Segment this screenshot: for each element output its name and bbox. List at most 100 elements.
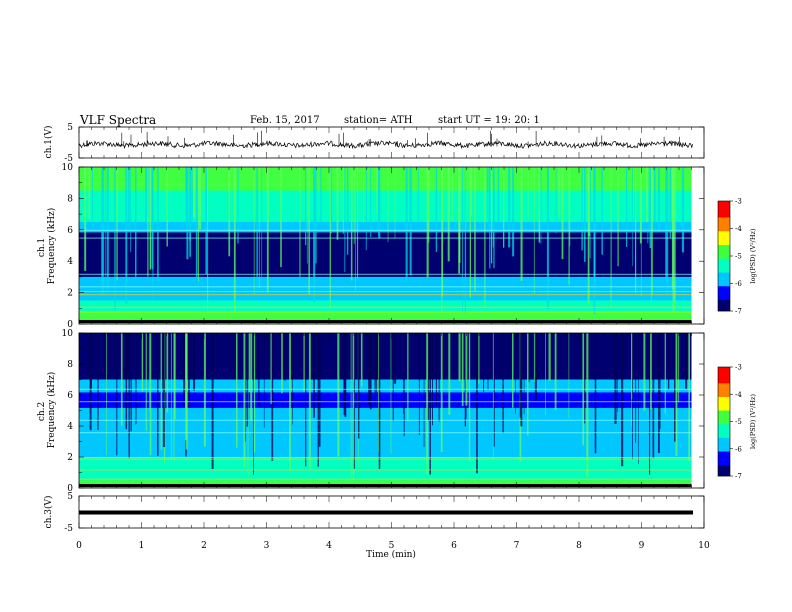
spectral-spike (673, 167, 676, 312)
spectral-spike (441, 167, 443, 313)
spectral-spike (173, 333, 176, 419)
spectral-spike (674, 333, 676, 442)
colorbar-segment (718, 225, 730, 229)
spectral-spike (128, 333, 130, 459)
spectral-spike (130, 333, 132, 432)
spectrogram-row (79, 172, 692, 176)
spectrogram-row (79, 464, 692, 468)
spectrogram-row (79, 353, 692, 357)
spectral-spike (484, 167, 486, 308)
spectrogram-row (79, 376, 692, 380)
y-tick-label: 8 (67, 360, 73, 370)
spectrogram-row (79, 263, 692, 267)
spectral-spike (638, 333, 639, 465)
spectral-spike (646, 167, 649, 223)
spectral-spike (440, 333, 443, 452)
spectral-spike (352, 333, 355, 480)
spectral-spike (193, 333, 196, 391)
spectral-spike (157, 333, 159, 457)
no-data-region (691, 333, 704, 488)
spectrogram-row (79, 211, 692, 215)
spectral-spike (469, 167, 471, 298)
panel-1: 5 -5 (64, 123, 705, 164)
spectral-spike (617, 333, 618, 413)
spectral-spike (198, 167, 199, 282)
colorbar-segment (718, 451, 730, 455)
spectral-spike (350, 167, 353, 281)
colorbar-segment (718, 396, 730, 400)
spectral-spike (162, 333, 165, 447)
colorbar-segment (718, 256, 730, 260)
y-tick-label: 6 (67, 391, 73, 401)
spectral-spike (97, 333, 99, 430)
spectral-spike (166, 333, 169, 413)
spectral-spike (125, 333, 128, 430)
colorbar-segment (718, 261, 730, 265)
spectral-spike (243, 333, 246, 468)
spectral-spike (246, 333, 249, 427)
colorbar-segment (718, 416, 730, 420)
spectral-spike (303, 333, 305, 392)
y-tick-label: 8 (67, 194, 73, 204)
colorbar-segment (718, 399, 730, 403)
spectral-spike (378, 167, 381, 239)
spectrogram-row (79, 469, 692, 473)
y-tick-label: 4 (67, 422, 73, 432)
spectral-spike (666, 167, 669, 295)
spectrogram-row (79, 308, 692, 312)
spectral-spike (330, 167, 332, 234)
spectral-spike (106, 167, 109, 292)
colorbar-segment (718, 245, 730, 249)
spectral-spike (125, 167, 128, 304)
spectral-spike (346, 167, 349, 255)
spectrogram-row (79, 295, 692, 299)
spectral-spike (211, 333, 214, 469)
spectral-spike (488, 167, 491, 223)
spectral-spike (631, 333, 632, 426)
spectral-spike (263, 333, 265, 428)
colorbar-segment (718, 410, 730, 414)
spectral-spike (343, 333, 346, 415)
spectral-spike (593, 167, 596, 315)
spectrogram-row (79, 451, 692, 455)
spectral-spike (185, 333, 188, 441)
spectral-spike (378, 167, 379, 237)
ch1-voltage-ylabel: ch.1(V) (43, 126, 54, 159)
spectral-spike (157, 167, 159, 283)
colorbar-segment (718, 283, 730, 287)
spectral-spike (394, 333, 397, 384)
spectrogram-row (79, 351, 692, 355)
spectral-spike (649, 333, 652, 410)
start-time-label: start UT = 19: 20: 1 (438, 115, 540, 126)
colorbar-segment (718, 391, 730, 395)
panel-2: -3 -4 -5 -6 -7 log(PSD) (V²/Hz) 10 8 6 4 2 0 (62, 163, 757, 330)
spectral-spike (654, 167, 656, 225)
spectral-spike (587, 167, 590, 305)
spectral-spike (405, 167, 408, 281)
spectrogram-row (79, 410, 692, 414)
spectral-spike (512, 333, 514, 408)
colorbar-segment (718, 294, 730, 298)
tonal-line (79, 294, 692, 296)
spectral-spike (376, 167, 378, 215)
spectral-spike (465, 333, 468, 406)
spectrogram-row (79, 335, 692, 339)
spectral-spike (344, 167, 346, 273)
spectral-spike (632, 167, 633, 266)
spectral-spike (545, 333, 546, 415)
colorbar-segment (718, 267, 730, 271)
ch1-ylabel-freq: Frequency (kHz) (46, 208, 57, 285)
spectrogram-row (79, 426, 692, 429)
x-tick-label: 7 (514, 541, 520, 551)
spectral-spike (374, 333, 376, 406)
spectral-spike (145, 333, 147, 431)
spectral-spike (540, 167, 542, 244)
colorbar-segment (718, 375, 730, 379)
spectrogram-row (79, 405, 692, 409)
spectral-spike (527, 167, 529, 221)
colorbar-tick-label: -7 (735, 308, 742, 316)
spectrogram-row (79, 190, 692, 194)
spectral-spike (492, 333, 494, 459)
spectral-spike (651, 167, 653, 295)
spectral-spike (426, 333, 429, 475)
